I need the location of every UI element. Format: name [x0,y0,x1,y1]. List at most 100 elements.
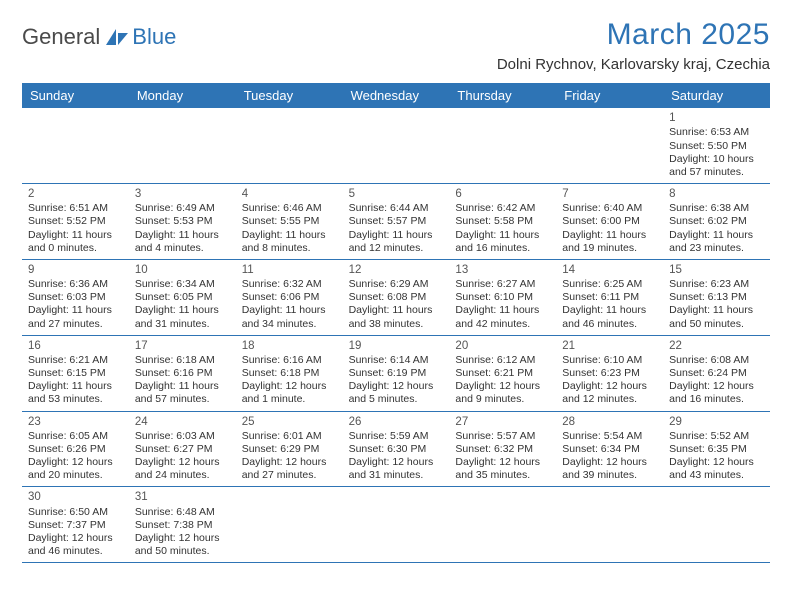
daylight-line: Daylight: 11 hours and 8 minutes. [242,229,337,255]
sunset-line: Sunset: 5:58 PM [455,215,550,228]
day-number: 28 [562,415,657,429]
calendar-cell: 3Sunrise: 6:49 AMSunset: 5:53 PMDaylight… [129,184,236,260]
calendar-cell: 4Sunrise: 6:46 AMSunset: 5:55 PMDaylight… [236,184,343,260]
day-number: 1 [669,111,764,125]
sunset-line: Sunset: 6:26 PM [28,443,123,456]
sunset-line: Sunset: 6:15 PM [28,367,123,380]
sunset-line: Sunset: 6:27 PM [135,443,230,456]
sunset-line: Sunset: 6:11 PM [562,291,657,304]
daylight-line: Daylight: 11 hours and 12 minutes. [349,229,444,255]
day-number: 8 [669,187,764,201]
sunrise-line: Sunrise: 5:57 AM [455,430,550,443]
calendar-cell-empty [556,487,663,563]
calendar-cell-empty [129,108,236,184]
daylight-line: Daylight: 11 hours and 53 minutes. [28,380,123,406]
day-number: 2 [28,187,123,201]
day-number: 16 [28,339,123,353]
sunrise-line: Sunrise: 6:05 AM [28,430,123,443]
sunset-line: Sunset: 6:29 PM [242,443,337,456]
calendar-cell: 27Sunrise: 5:57 AMSunset: 6:32 PMDayligh… [449,412,556,488]
sunset-line: Sunset: 6:32 PM [455,443,550,456]
sunrise-line: Sunrise: 6:51 AM [28,202,123,215]
sunset-line: Sunset: 6:23 PM [562,367,657,380]
calendar-cell: 26Sunrise: 5:59 AMSunset: 6:30 PMDayligh… [343,412,450,488]
sunrise-line: Sunrise: 6:32 AM [242,278,337,291]
sunset-line: Sunset: 6:02 PM [669,215,764,228]
sunrise-line: Sunrise: 6:42 AM [455,202,550,215]
sunset-line: Sunset: 6:05 PM [135,291,230,304]
daylight-line: Daylight: 10 hours and 57 minutes. [669,153,764,179]
daylight-line: Daylight: 12 hours and 24 minutes. [135,456,230,482]
calendar-cell-empty [556,108,663,184]
day-number: 15 [669,263,764,277]
day-number: 23 [28,415,123,429]
day-number: 30 [28,490,123,504]
calendar-cell: 21Sunrise: 6:10 AMSunset: 6:23 PMDayligh… [556,336,663,412]
page: General Blue March 2025 Dolni Rychnov, K… [0,0,792,581]
sunset-line: Sunset: 6:21 PM [455,367,550,380]
day-number: 21 [562,339,657,353]
sunrise-line: Sunrise: 6:18 AM [135,354,230,367]
location-subtitle: Dolni Rychnov, Karlovarsky kraj, Czechia [497,56,770,73]
sunrise-line: Sunrise: 6:14 AM [349,354,444,367]
calendar-cell: 29Sunrise: 5:52 AMSunset: 6:35 PMDayligh… [663,412,770,488]
sunset-line: Sunset: 5:55 PM [242,215,337,228]
sunset-line: Sunset: 6:19 PM [349,367,444,380]
calendar-cell: 11Sunrise: 6:32 AMSunset: 6:06 PMDayligh… [236,260,343,336]
daylight-line: Daylight: 12 hours and 31 minutes. [349,456,444,482]
calendar-cell: 19Sunrise: 6:14 AMSunset: 6:19 PMDayligh… [343,336,450,412]
day-number: 12 [349,263,444,277]
sunrise-line: Sunrise: 6:46 AM [242,202,337,215]
sunrise-line: Sunrise: 6:23 AM [669,278,764,291]
day-number: 6 [455,187,550,201]
daylight-line: Daylight: 12 hours and 39 minutes. [562,456,657,482]
month-title: March 2025 [497,18,770,52]
calendar-cell: 7Sunrise: 6:40 AMSunset: 6:00 PMDaylight… [556,184,663,260]
day-number: 9 [28,263,123,277]
calendar-cell: 18Sunrise: 6:16 AMSunset: 6:18 PMDayligh… [236,336,343,412]
sunrise-line: Sunrise: 6:36 AM [28,278,123,291]
daylight-line: Daylight: 12 hours and 50 minutes. [135,532,230,558]
weekday-label: Thursday [449,83,556,108]
sunset-line: Sunset: 6:18 PM [242,367,337,380]
day-number: 25 [242,415,337,429]
sunset-line: Sunset: 6:24 PM [669,367,764,380]
daylight-line: Daylight: 12 hours and 20 minutes. [28,456,123,482]
sunrise-line: Sunrise: 6:27 AM [455,278,550,291]
sunset-line: Sunset: 6:34 PM [562,443,657,456]
sunrise-line: Sunrise: 6:34 AM [135,278,230,291]
calendar-grid: 1Sunrise: 6:53 AMSunset: 5:50 PMDaylight… [22,108,770,563]
day-number: 11 [242,263,337,277]
day-number: 20 [455,339,550,353]
daylight-line: Daylight: 11 hours and 0 minutes. [28,229,123,255]
day-number: 22 [669,339,764,353]
sunrise-line: Sunrise: 6:53 AM [669,126,764,139]
daylight-line: Daylight: 11 hours and 19 minutes. [562,229,657,255]
sunset-line: Sunset: 5:57 PM [349,215,444,228]
sunset-line: Sunset: 6:03 PM [28,291,123,304]
weekday-header: SundayMondayTuesdayWednesdayThursdayFrid… [22,83,770,108]
calendar-cell: 2Sunrise: 6:51 AMSunset: 5:52 PMDaylight… [22,184,129,260]
calendar-cell: 10Sunrise: 6:34 AMSunset: 6:05 PMDayligh… [129,260,236,336]
calendar-cell: 8Sunrise: 6:38 AMSunset: 6:02 PMDaylight… [663,184,770,260]
daylight-line: Daylight: 11 hours and 34 minutes. [242,304,337,330]
weekday-label: Saturday [663,83,770,108]
calendar-cell-empty [236,487,343,563]
daylight-line: Daylight: 12 hours and 43 minutes. [669,456,764,482]
sunset-line: Sunset: 7:38 PM [135,519,230,532]
calendar-cell: 28Sunrise: 5:54 AMSunset: 6:34 PMDayligh… [556,412,663,488]
day-number: 18 [242,339,337,353]
sunrise-line: Sunrise: 6:40 AM [562,202,657,215]
sunrise-line: Sunrise: 6:21 AM [28,354,123,367]
calendar: SundayMondayTuesdayWednesdayThursdayFrid… [22,83,770,563]
sunrise-line: Sunrise: 6:25 AM [562,278,657,291]
calendar-cell: 14Sunrise: 6:25 AMSunset: 6:11 PMDayligh… [556,260,663,336]
sunset-line: Sunset: 6:35 PM [669,443,764,456]
weekday-label: Friday [556,83,663,108]
sunrise-line: Sunrise: 5:59 AM [349,430,444,443]
day-number: 3 [135,187,230,201]
calendar-cell: 23Sunrise: 6:05 AMSunset: 6:26 PMDayligh… [22,412,129,488]
calendar-cell: 20Sunrise: 6:12 AMSunset: 6:21 PMDayligh… [449,336,556,412]
calendar-cell-empty [663,487,770,563]
day-number: 29 [669,415,764,429]
